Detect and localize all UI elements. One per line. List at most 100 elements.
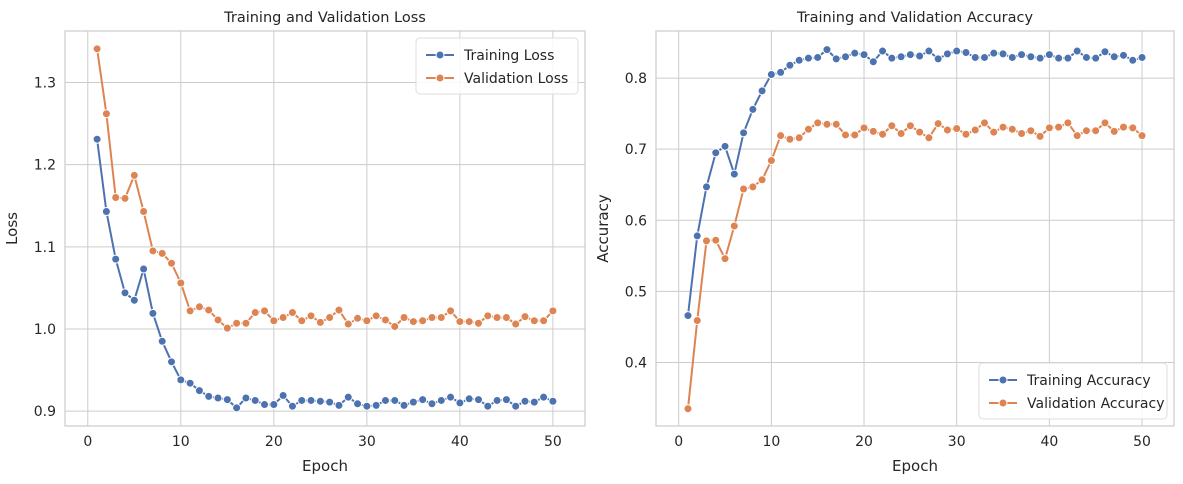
data-point: [859, 123, 869, 133]
data-point: [492, 395, 502, 405]
y-tick-label: 1.3: [34, 76, 56, 92]
data-point: [278, 312, 288, 322]
data-point: [905, 121, 915, 131]
data-point: [204, 305, 214, 315]
data-point: [776, 131, 786, 141]
data-point: [241, 393, 251, 403]
plot-frame: [64, 30, 586, 427]
data-point: [1100, 47, 1110, 57]
data-point: [232, 403, 242, 413]
data-point: [915, 51, 925, 61]
data-point: [297, 316, 307, 326]
data-point: [1044, 123, 1054, 133]
x-tick-label: 0: [674, 434, 683, 450]
legend-item: Training Accuracy: [989, 373, 1151, 389]
data-point: [850, 48, 860, 58]
data-point: [120, 288, 130, 298]
data-point: [831, 119, 841, 129]
data-point: [399, 400, 409, 410]
data-point: [989, 127, 999, 137]
data-point: [785, 134, 795, 144]
data-point: [1072, 131, 1082, 141]
data-point: [1091, 126, 1101, 136]
data-point: [511, 319, 521, 329]
data-point: [483, 401, 493, 411]
data-point: [1063, 53, 1073, 63]
data-point: [868, 57, 878, 67]
data-point: [711, 148, 721, 158]
data-point: [896, 52, 906, 62]
data-point: [157, 336, 167, 346]
data-point: [315, 317, 325, 327]
data-point: [961, 129, 971, 139]
data-point: [868, 126, 878, 136]
data-point: [362, 316, 372, 326]
data-point: [148, 246, 158, 256]
data-point: [520, 312, 530, 322]
data-point: [748, 182, 758, 192]
data-point: [952, 46, 962, 56]
data-point: [1044, 50, 1054, 60]
data-point: [970, 125, 980, 135]
data-point: [511, 401, 521, 411]
plot-frame: [655, 30, 1175, 427]
data-point: [129, 295, 139, 305]
y-tick-label: 1.1: [34, 240, 56, 256]
data-point: [120, 193, 130, 203]
data-point: [148, 308, 158, 318]
y-tick-label: 0.8: [625, 71, 647, 87]
data-point: [711, 235, 721, 245]
y-tick-label: 0.6: [625, 213, 647, 229]
data-point: [998, 122, 1008, 132]
series-validation-loss: [92, 44, 558, 333]
data-point: [989, 48, 999, 58]
data-point: [139, 206, 149, 216]
data-point: [222, 323, 232, 333]
data-point: [933, 54, 943, 64]
data-point: [539, 392, 549, 402]
data-point: [720, 141, 730, 151]
data-point: [92, 44, 102, 54]
data-point: [692, 316, 702, 326]
data-point: [970, 52, 980, 62]
data-point: [1137, 131, 1147, 141]
data-point: [729, 221, 739, 231]
data-point: [222, 395, 232, 405]
legend-label: Validation Accuracy: [1027, 396, 1165, 412]
data-point: [362, 401, 372, 411]
data-point: [1035, 131, 1045, 141]
series-training-accuracy: [683, 45, 1147, 321]
data-point: [831, 54, 841, 64]
data-point: [683, 311, 693, 321]
data-point: [473, 395, 483, 405]
data-point: [915, 127, 925, 137]
data-point: [167, 357, 177, 367]
data-point: [1118, 50, 1128, 60]
data-point: [803, 124, 813, 134]
data-point: [278, 391, 288, 401]
data-point: [101, 206, 111, 216]
data-point: [111, 193, 121, 203]
data-point: [739, 184, 749, 194]
data-point: [436, 312, 446, 322]
legend: Training Loss Validation Loss: [415, 37, 579, 95]
data-point: [408, 397, 418, 407]
chart-title: Training and Validation Accuracy: [796, 10, 1034, 26]
data-point: [446, 392, 456, 402]
y-tick-label: 1.2: [34, 158, 56, 174]
plot-area: [656, 31, 1174, 426]
data-point: [111, 254, 121, 264]
data-point: [501, 395, 511, 405]
data-point: [371, 311, 381, 321]
data-point: [822, 119, 832, 129]
x-axis-label: Epoch: [892, 457, 938, 475]
data-point: [794, 55, 804, 65]
x-tick-label: 40: [1040, 434, 1058, 450]
data-point: [692, 231, 702, 241]
data-point: [269, 400, 279, 410]
legend-label: Training Loss: [463, 48, 554, 64]
data-point: [998, 49, 1008, 59]
data-point: [905, 50, 915, 60]
data-point: [1091, 53, 1101, 63]
data-point: [785, 60, 795, 70]
